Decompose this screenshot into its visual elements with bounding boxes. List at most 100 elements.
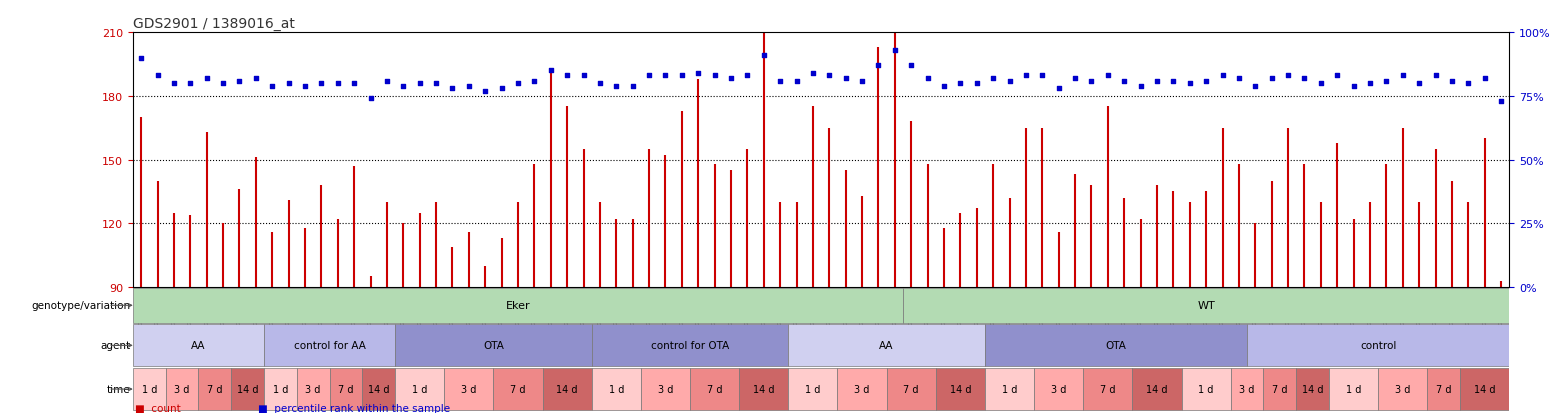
Point xyxy=(1340,83,1365,90)
Point xyxy=(1456,81,1481,87)
Point xyxy=(965,81,990,87)
Text: 7 d: 7 d xyxy=(510,384,526,394)
Point xyxy=(1029,73,1054,80)
Text: GDS2901 / 1389016_at: GDS2901 / 1389016_at xyxy=(133,17,296,31)
Bar xyxy=(444,368,493,410)
Text: AA: AA xyxy=(191,341,206,351)
Text: genotype/variation: genotype/variation xyxy=(31,301,130,311)
Bar xyxy=(788,368,837,410)
Point xyxy=(341,81,366,87)
Point xyxy=(751,52,776,59)
Text: 7 d: 7 d xyxy=(1099,384,1115,394)
Bar xyxy=(1264,368,1297,410)
Point xyxy=(1079,78,1104,85)
Point xyxy=(145,73,170,80)
Point xyxy=(522,78,547,85)
Point xyxy=(1013,73,1038,80)
Bar xyxy=(363,368,396,410)
Point xyxy=(768,78,793,85)
Point xyxy=(161,81,186,87)
Point xyxy=(915,76,940,82)
Bar xyxy=(264,325,396,366)
Text: 1 d: 1 d xyxy=(1347,384,1361,394)
Text: 14 d: 14 d xyxy=(1473,384,1495,394)
Text: 3 d: 3 d xyxy=(175,384,189,394)
Point xyxy=(1358,81,1383,87)
Point xyxy=(834,76,859,82)
Text: 14 d: 14 d xyxy=(1146,384,1168,394)
Point xyxy=(472,88,497,95)
Bar xyxy=(1034,368,1084,410)
Text: 14 d: 14 d xyxy=(557,384,577,394)
Point xyxy=(505,81,530,87)
Point xyxy=(424,81,449,87)
Text: control for AA: control for AA xyxy=(294,341,366,351)
Point xyxy=(178,81,203,87)
Point xyxy=(652,73,677,80)
Point xyxy=(702,73,727,80)
Text: AA: AA xyxy=(879,341,895,351)
Point xyxy=(866,63,891,69)
Point xyxy=(1292,76,1317,82)
Point xyxy=(1276,73,1301,80)
Bar xyxy=(543,368,591,410)
Text: 14 d: 14 d xyxy=(949,384,971,394)
Bar xyxy=(1231,368,1264,410)
Point xyxy=(1423,73,1448,80)
Bar xyxy=(330,368,363,410)
Point xyxy=(407,81,432,87)
Point xyxy=(1373,78,1398,85)
Point xyxy=(1211,73,1236,80)
Bar xyxy=(1297,368,1329,410)
Text: 14 d: 14 d xyxy=(368,384,389,394)
Point xyxy=(244,76,269,82)
Bar xyxy=(641,368,690,410)
Text: ■  count: ■ count xyxy=(135,403,180,413)
Text: 7 d: 7 d xyxy=(1272,384,1287,394)
Point xyxy=(735,73,760,80)
Point xyxy=(1145,78,1170,85)
Point xyxy=(1160,78,1186,85)
Bar xyxy=(166,368,199,410)
Bar xyxy=(396,368,444,410)
Text: 1 d: 1 d xyxy=(272,384,288,394)
Point xyxy=(1193,78,1218,85)
Text: 7 d: 7 d xyxy=(904,384,920,394)
Bar xyxy=(1247,325,1509,366)
Point xyxy=(899,63,924,69)
Point xyxy=(948,81,973,87)
Text: control: control xyxy=(1361,341,1397,351)
Point xyxy=(637,73,662,80)
Text: 7 d: 7 d xyxy=(1436,384,1451,394)
Point xyxy=(882,47,907,54)
Point xyxy=(1226,76,1251,82)
Text: time: time xyxy=(106,384,130,394)
Text: OTA: OTA xyxy=(1106,341,1126,351)
Text: Eker: Eker xyxy=(505,301,530,311)
Text: control for OTA: control for OTA xyxy=(651,341,729,351)
Point xyxy=(1489,98,1514,105)
Point xyxy=(816,73,841,80)
Bar xyxy=(1461,368,1509,410)
Text: 3 d: 3 d xyxy=(1051,384,1067,394)
Point xyxy=(277,81,302,87)
Text: 7 d: 7 d xyxy=(338,384,353,394)
Bar xyxy=(231,368,264,410)
Text: 3 d: 3 d xyxy=(658,384,673,394)
Point xyxy=(260,83,285,90)
Point xyxy=(1325,73,1350,80)
Point xyxy=(685,71,710,77)
Point xyxy=(1112,78,1137,85)
Point xyxy=(1472,76,1497,82)
Bar xyxy=(1378,368,1428,410)
Point xyxy=(490,85,515,92)
Text: 7 d: 7 d xyxy=(707,384,723,394)
Text: WT: WT xyxy=(1198,301,1215,311)
Bar xyxy=(740,368,788,410)
Text: 1 d: 1 d xyxy=(142,384,156,394)
Point xyxy=(457,83,482,90)
Text: OTA: OTA xyxy=(483,341,504,351)
Bar xyxy=(1329,368,1378,410)
Point xyxy=(555,73,580,80)
Point xyxy=(996,78,1021,85)
